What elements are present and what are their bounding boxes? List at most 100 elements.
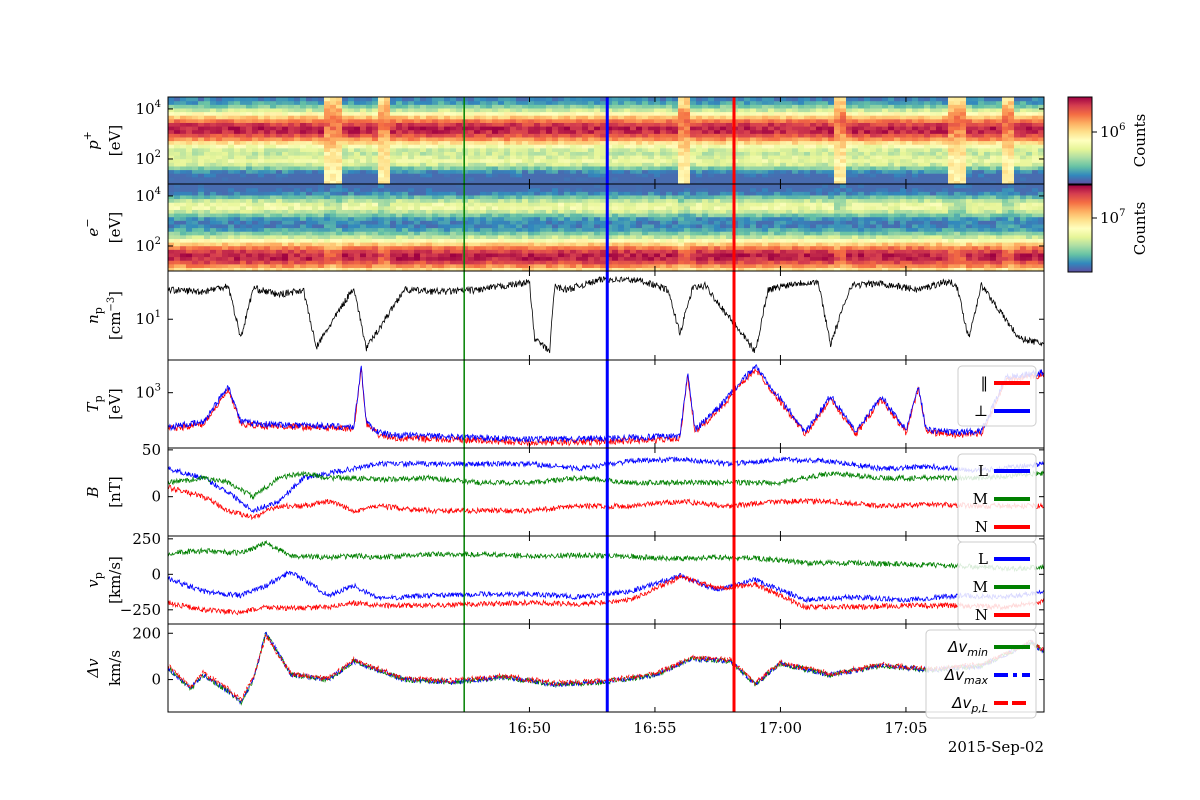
heatmap-cell <box>762 115 769 120</box>
heatmap-cell <box>840 136 847 142</box>
heatmap-cell <box>498 122 505 127</box>
heatmap-cell <box>792 97 799 102</box>
heatmap-cell <box>666 169 673 174</box>
heatmap-cell <box>228 249 235 254</box>
heatmap-cell <box>354 100 361 105</box>
heatmap-cell <box>594 100 601 105</box>
heatmap-cell <box>810 147 817 152</box>
heatmap-cell <box>1002 129 1009 134</box>
heatmap-cell <box>348 213 355 218</box>
heatmap-cell <box>1032 118 1039 123</box>
heatmap-cell <box>258 136 265 142</box>
heatmap-cell <box>288 263 295 268</box>
heatmap-cell <box>462 216 469 221</box>
heatmap-cell <box>336 184 343 189</box>
heatmap-cell <box>228 162 235 167</box>
heatmap-cell <box>402 165 409 171</box>
heatmap-cell <box>582 147 589 152</box>
heatmap-cell <box>738 176 745 181</box>
heatmap-cell <box>498 126 505 131</box>
heatmap-cell <box>318 100 325 105</box>
heatmap-cell <box>294 180 301 184</box>
heatmap-cell <box>954 126 961 131</box>
heatmap-cell <box>642 111 649 116</box>
heatmap-cell <box>294 252 301 258</box>
heatmap-cell <box>552 104 559 109</box>
heatmap-cell <box>186 252 193 258</box>
heatmap-cell <box>300 263 307 268</box>
heatmap-cell <box>312 126 319 131</box>
heatmap-cell <box>168 104 175 109</box>
heatmap-cell <box>642 122 649 127</box>
heatmap-cell <box>240 202 247 207</box>
heatmap-cell <box>708 158 715 163</box>
heatmap-cell <box>534 169 541 174</box>
heatmap-cell <box>762 147 769 152</box>
heatmap-cell <box>396 162 403 167</box>
heatmap-cell <box>984 173 991 178</box>
heatmap-cell <box>1032 100 1039 105</box>
heatmap-cell <box>336 140 343 145</box>
heatmap-cell <box>366 216 373 221</box>
heatmap-cell <box>828 122 835 127</box>
heatmap-cell <box>180 249 187 254</box>
heatmap-cell <box>198 209 205 214</box>
heatmap-cell <box>210 173 217 178</box>
heatmap-cell <box>564 111 571 116</box>
heatmap-cell <box>480 140 487 145</box>
heatmap-cell <box>600 104 607 109</box>
heatmap-cell <box>1002 104 1009 109</box>
heatmap-cell <box>600 147 607 152</box>
heatmap-cell <box>762 162 769 167</box>
heatmap-cell <box>846 107 853 113</box>
heatmap-cell <box>996 122 1003 127</box>
heatmap-cell <box>450 173 457 178</box>
heatmap-cell <box>168 252 175 258</box>
heatmap-cell <box>648 173 655 178</box>
heatmap-cell <box>168 122 175 127</box>
heatmap-cell <box>444 213 451 218</box>
heatmap-cell <box>462 180 469 184</box>
heatmap-cell <box>714 136 721 142</box>
heatmap-cell <box>318 216 325 221</box>
heatmap-cell <box>948 136 955 142</box>
heatmap-cell <box>204 256 211 261</box>
heatmap-cell <box>744 144 751 149</box>
heatmap-cell <box>270 126 277 131</box>
heatmap-cell <box>870 129 877 134</box>
heatmap-cell <box>396 202 403 207</box>
heatmap-cell <box>198 252 205 258</box>
heatmap-cell <box>786 158 793 163</box>
heatmap-cell <box>204 263 211 268</box>
heatmap-cell <box>288 249 295 254</box>
heatmap-cell <box>678 115 685 120</box>
heatmap-cell <box>168 176 175 181</box>
heatmap-cell <box>600 151 607 156</box>
heatmap-cell <box>900 115 907 120</box>
heatmap-cell <box>348 107 355 113</box>
heatmap-cell <box>534 162 541 167</box>
heatmap-cell <box>726 133 733 138</box>
heatmap-cell <box>384 104 391 109</box>
heatmap-cell <box>420 100 427 105</box>
heatmap-cell <box>1002 162 1009 167</box>
heatmap-cell <box>456 242 463 247</box>
heatmap-cell <box>546 176 553 181</box>
heatmap-cell <box>270 173 277 178</box>
heatmap-cell <box>510 194 517 200</box>
heatmap-cell <box>240 158 247 163</box>
heatmap-cell <box>270 122 277 127</box>
heatmap-cell <box>180 126 187 131</box>
heatmap-cell <box>366 238 373 243</box>
heatmap-cell <box>312 111 319 116</box>
heatmap-cell <box>336 205 343 210</box>
heatmap-cell <box>672 144 679 149</box>
heatmap-cell <box>474 220 481 225</box>
heatmap-cell <box>930 169 937 174</box>
heatmap-cell <box>624 104 631 109</box>
heatmap-cell <box>906 100 913 105</box>
heatmap-cell <box>684 104 691 109</box>
heatmap-cell <box>276 147 283 152</box>
heatmap-cell <box>252 234 259 239</box>
heatmap-cell <box>192 158 199 163</box>
